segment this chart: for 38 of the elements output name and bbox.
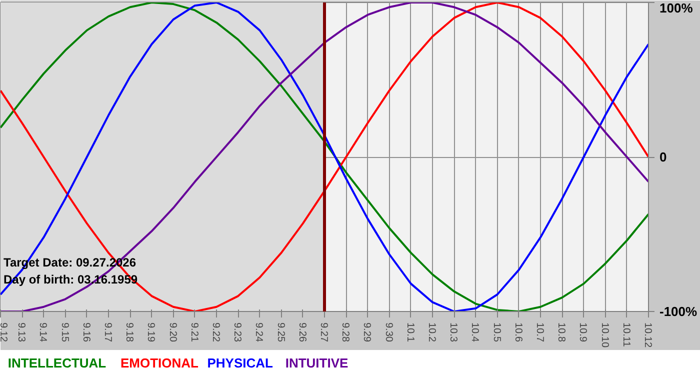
- x-tick-label: 10.5: [490, 322, 502, 342]
- x-tick-label: 9.17: [102, 322, 113, 342]
- text: PHYSICAL: [207, 356, 273, 370]
- x-tick-label: 10.2: [426, 322, 437, 342]
- x-tick-label: 10.8: [556, 322, 567, 342]
- x-tick-label: 9.26: [296, 322, 308, 342]
- x-tick-label: 10.6: [512, 322, 524, 342]
- text: EMOTIONAL: [120, 356, 199, 370]
- x-tick-label: 9.15: [58, 322, 70, 342]
- x-tick-label: 9.23: [232, 322, 243, 342]
- x-tick-label: 9.28: [340, 322, 351, 342]
- y-tick-label: 0: [660, 150, 667, 164]
- text: INTELLECTUAL: [8, 356, 106, 370]
- x-tick-label: 9.24: [253, 322, 264, 342]
- x-tick-label: 9.27: [318, 322, 329, 342]
- x-tick-label: 9.21: [188, 322, 200, 342]
- x-tick-label: 10.7: [534, 322, 545, 342]
- x-tick-label: 9.18: [124, 322, 135, 342]
- x-tick-label: 9.30: [382, 322, 394, 342]
- x-tick-label: 9.20: [166, 322, 178, 342]
- text: INTUITIVE: [285, 356, 349, 370]
- y-tick-label: -100%: [660, 304, 698, 319]
- x-tick-label: 9.19: [145, 322, 156, 342]
- x-tick-label: 9.13: [16, 322, 27, 342]
- x-tick-label: 9.16: [80, 322, 92, 342]
- x-tick-label: 9.25: [274, 322, 286, 342]
- x-tick-label: 9.12: [0, 322, 8, 342]
- x-tick-label: 10.1: [404, 322, 416, 342]
- x-tick-label: 10.12: [642, 322, 653, 348]
- x-tick-label: 10.9: [577, 322, 588, 342]
- x-tick-label: 9.14: [37, 322, 48, 342]
- x-tick-label: 10.10: [598, 322, 610, 348]
- x-tick-label: 9.29: [361, 322, 372, 342]
- x-tick-label: 10.11: [620, 322, 632, 348]
- y-tick-label: 100%: [660, 0, 694, 16]
- x-tick-label: 10.4: [469, 322, 480, 342]
- x-tick-label: 10.3: [448, 322, 459, 342]
- x-tick-label: 9.22: [210, 322, 221, 342]
